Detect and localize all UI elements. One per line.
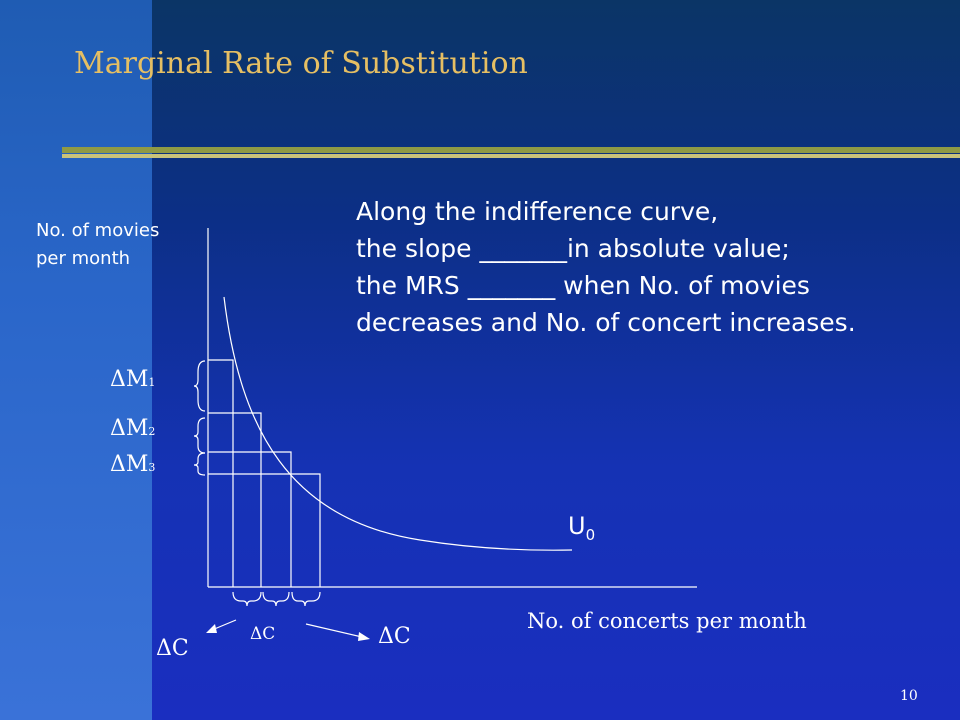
text-line-4: decreases and No. of concert increases.: [356, 308, 856, 337]
arrow-left-line: [211, 619, 237, 631]
curve-label: U0: [568, 512, 595, 544]
arrow-left-head: [206, 624, 217, 633]
text-line-2: the slope _______in absolute value;: [356, 234, 790, 263]
step-box-4: [208, 473, 321, 587]
delta-m2-text: ΔM: [110, 416, 149, 441]
delta-m2-label: ΔM2: [110, 416, 155, 441]
delta-m3-label: ΔM3: [110, 452, 155, 477]
brace-delta-m3: [193, 452, 206, 476]
left-accent-band: [0, 0, 152, 720]
arrow-right-head: [358, 632, 370, 641]
x-axis-label: No. of concerts per month: [527, 609, 807, 633]
step-box-2: [208, 412, 262, 587]
brace-delta-c1: [232, 591, 262, 607]
text-line-3: the MRS _______ when No. of movies: [356, 271, 810, 300]
delta-m3-text: ΔM: [110, 452, 149, 477]
delta-m1-text: ΔM: [110, 367, 149, 392]
curve-label-subscript: 0: [585, 525, 596, 544]
brace-delta-m1: [193, 360, 206, 412]
title-underline-light: [62, 154, 960, 158]
step-box-1: [208, 359, 234, 587]
slide-title: Marginal Rate of Substitution: [74, 46, 528, 81]
arrow-right-line: [305, 623, 363, 638]
delta-m3-subscript: 3: [148, 461, 156, 474]
text-line-1: Along the indifference curve,: [356, 197, 719, 226]
y-axis-label: No. of movies per month: [36, 220, 160, 269]
delta-c-label-center: ΔC: [250, 624, 276, 644]
curve-label-text: U: [568, 512, 586, 540]
delta-m1-label: ΔM1: [110, 367, 155, 392]
brace-delta-m2: [193, 417, 206, 454]
brace-delta-c3: [291, 591, 321, 607]
delta-c-label-left: ΔC: [156, 636, 189, 661]
delta-m2-subscript: 2: [148, 425, 156, 438]
step-box-3: [208, 451, 292, 587]
indifference-curve: [223, 296, 573, 551]
title-underline-dark: [62, 147, 960, 153]
delta-m1-subscript: 1: [148, 376, 156, 389]
page-number: 10: [900, 688, 918, 704]
brace-delta-c2: [262, 591, 290, 607]
delta-c-label-right: ΔC: [378, 624, 411, 649]
